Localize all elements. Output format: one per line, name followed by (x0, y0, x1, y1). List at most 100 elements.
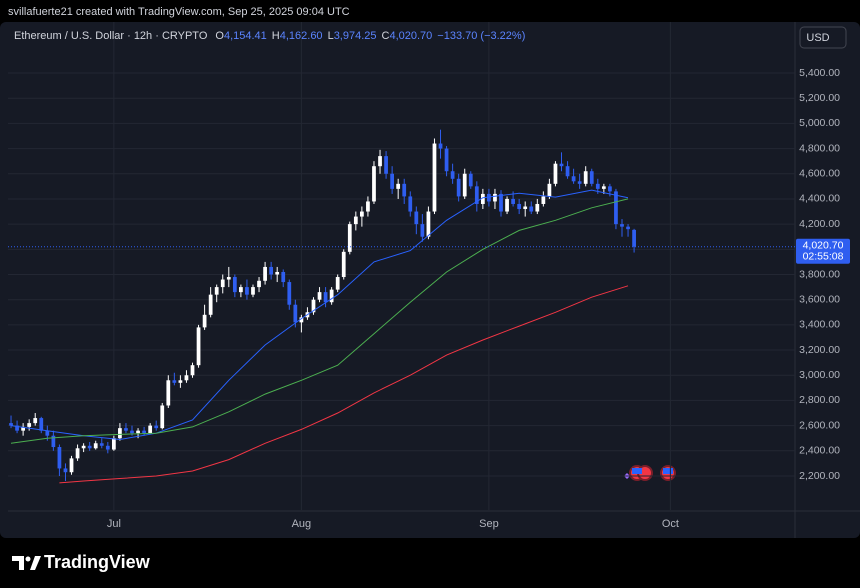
candle-body (408, 196, 413, 212)
candle-body (257, 280, 261, 288)
candle-body (317, 292, 322, 300)
candle-body (553, 163, 558, 184)
candle-body (474, 186, 479, 204)
plot (9, 129, 636, 484)
candle-body (493, 193, 497, 202)
candle-body (202, 314, 207, 328)
legend-key: C (382, 30, 390, 42)
candle-body (154, 425, 159, 429)
candle-body (517, 203, 522, 210)
candle-body (196, 327, 201, 366)
currency[interactable]: USD (806, 32, 829, 44)
y-tick-label: 2,400.00 (799, 445, 840, 457)
y-tick-label: 3,200.00 (799, 344, 840, 356)
candle-body (426, 211, 431, 237)
y-tick-label: 4,800.00 (799, 142, 840, 154)
logo (12, 556, 41, 570)
candle-body (347, 224, 352, 252)
candle-body (51, 435, 56, 448)
candle-body (444, 148, 449, 172)
moving-average-line (10, 198, 629, 444)
symbol: Ethereum / U.S. Dollar · 12h · CRYPTO (14, 30, 208, 42)
candle-body (99, 443, 104, 446)
y-tick-label: 3,600.00 (799, 293, 840, 305)
candle-body (172, 380, 177, 383)
candle-body (21, 426, 25, 431)
x-tick-label: Jul (107, 518, 121, 530)
candle-body (614, 191, 618, 225)
candle-body (245, 287, 249, 295)
candle-body (130, 430, 134, 434)
candle-body (124, 428, 128, 431)
candle-body (118, 428, 122, 439)
candle-body (93, 443, 98, 449)
candle-body (360, 211, 364, 217)
candle-body (523, 206, 528, 210)
candle-body (341, 251, 346, 278)
candle-body (487, 193, 491, 202)
candle-body (535, 203, 540, 212)
candle-body (27, 423, 32, 427)
legend-value: 4,162.60 (280, 30, 323, 42)
y-tick-label: 3,800.00 (799, 268, 840, 280)
candle-body (57, 447, 62, 469)
moving-average-line (10, 189, 629, 441)
candle-body (577, 181, 582, 184)
y-tick-label: 5,000.00 (799, 117, 840, 129)
candle-body (184, 375, 189, 381)
candle-body (583, 171, 588, 184)
candle-body (75, 448, 80, 459)
candle-body (353, 216, 358, 225)
brand: TradingView (44, 552, 151, 572)
candle-body (608, 186, 612, 192)
candle-body (432, 143, 437, 212)
candle-body (632, 229, 636, 247)
moving-average-line (59, 285, 629, 484)
candle-body (239, 287, 243, 293)
candle-body (87, 445, 92, 449)
candle-body (378, 156, 382, 167)
candle-body (559, 163, 564, 167)
candle-body (450, 171, 455, 179)
candle-body (15, 425, 19, 431)
candle-body (384, 156, 388, 174)
candle-body (45, 430, 50, 436)
candle-body (626, 226, 630, 230)
candle-body (480, 193, 485, 204)
candle-body (39, 418, 44, 431)
x-tick-label: Sep (479, 518, 499, 530)
x-tick-label: Oct (662, 518, 679, 530)
candle-body (178, 380, 183, 383)
currency-button[interactable] (799, 26, 847, 49)
candle-body (293, 304, 298, 323)
candle-body (9, 423, 13, 426)
candle-body (287, 282, 292, 305)
chart-panel (0, 22, 860, 538)
candle-body (105, 445, 110, 450)
candle-body (323, 292, 328, 303)
candle-body (33, 418, 38, 424)
candle-body (166, 380, 171, 406)
y-tick-label: 2,200.00 (799, 470, 840, 482)
candle-body (81, 445, 86, 449)
candle-body (468, 173, 473, 187)
y-tick-label: 3,400.00 (799, 319, 840, 331)
candle-body (499, 193, 503, 212)
candle-body (620, 224, 624, 227)
y-tick-label: 3,000.00 (799, 369, 840, 381)
candle-body (214, 287, 219, 295)
candle-body (438, 143, 443, 149)
candle-body (547, 183, 552, 197)
candle-body (226, 277, 231, 280)
candle-body (541, 196, 546, 204)
candle-body (275, 271, 280, 275)
candle-body (595, 183, 600, 189)
candle-body (372, 166, 376, 202)
candle-body (281, 271, 286, 283)
candle-body (136, 430, 140, 434)
candle-body (232, 277, 237, 293)
y-tick-label: 4,600.00 (799, 168, 840, 180)
candle-body (220, 279, 225, 288)
